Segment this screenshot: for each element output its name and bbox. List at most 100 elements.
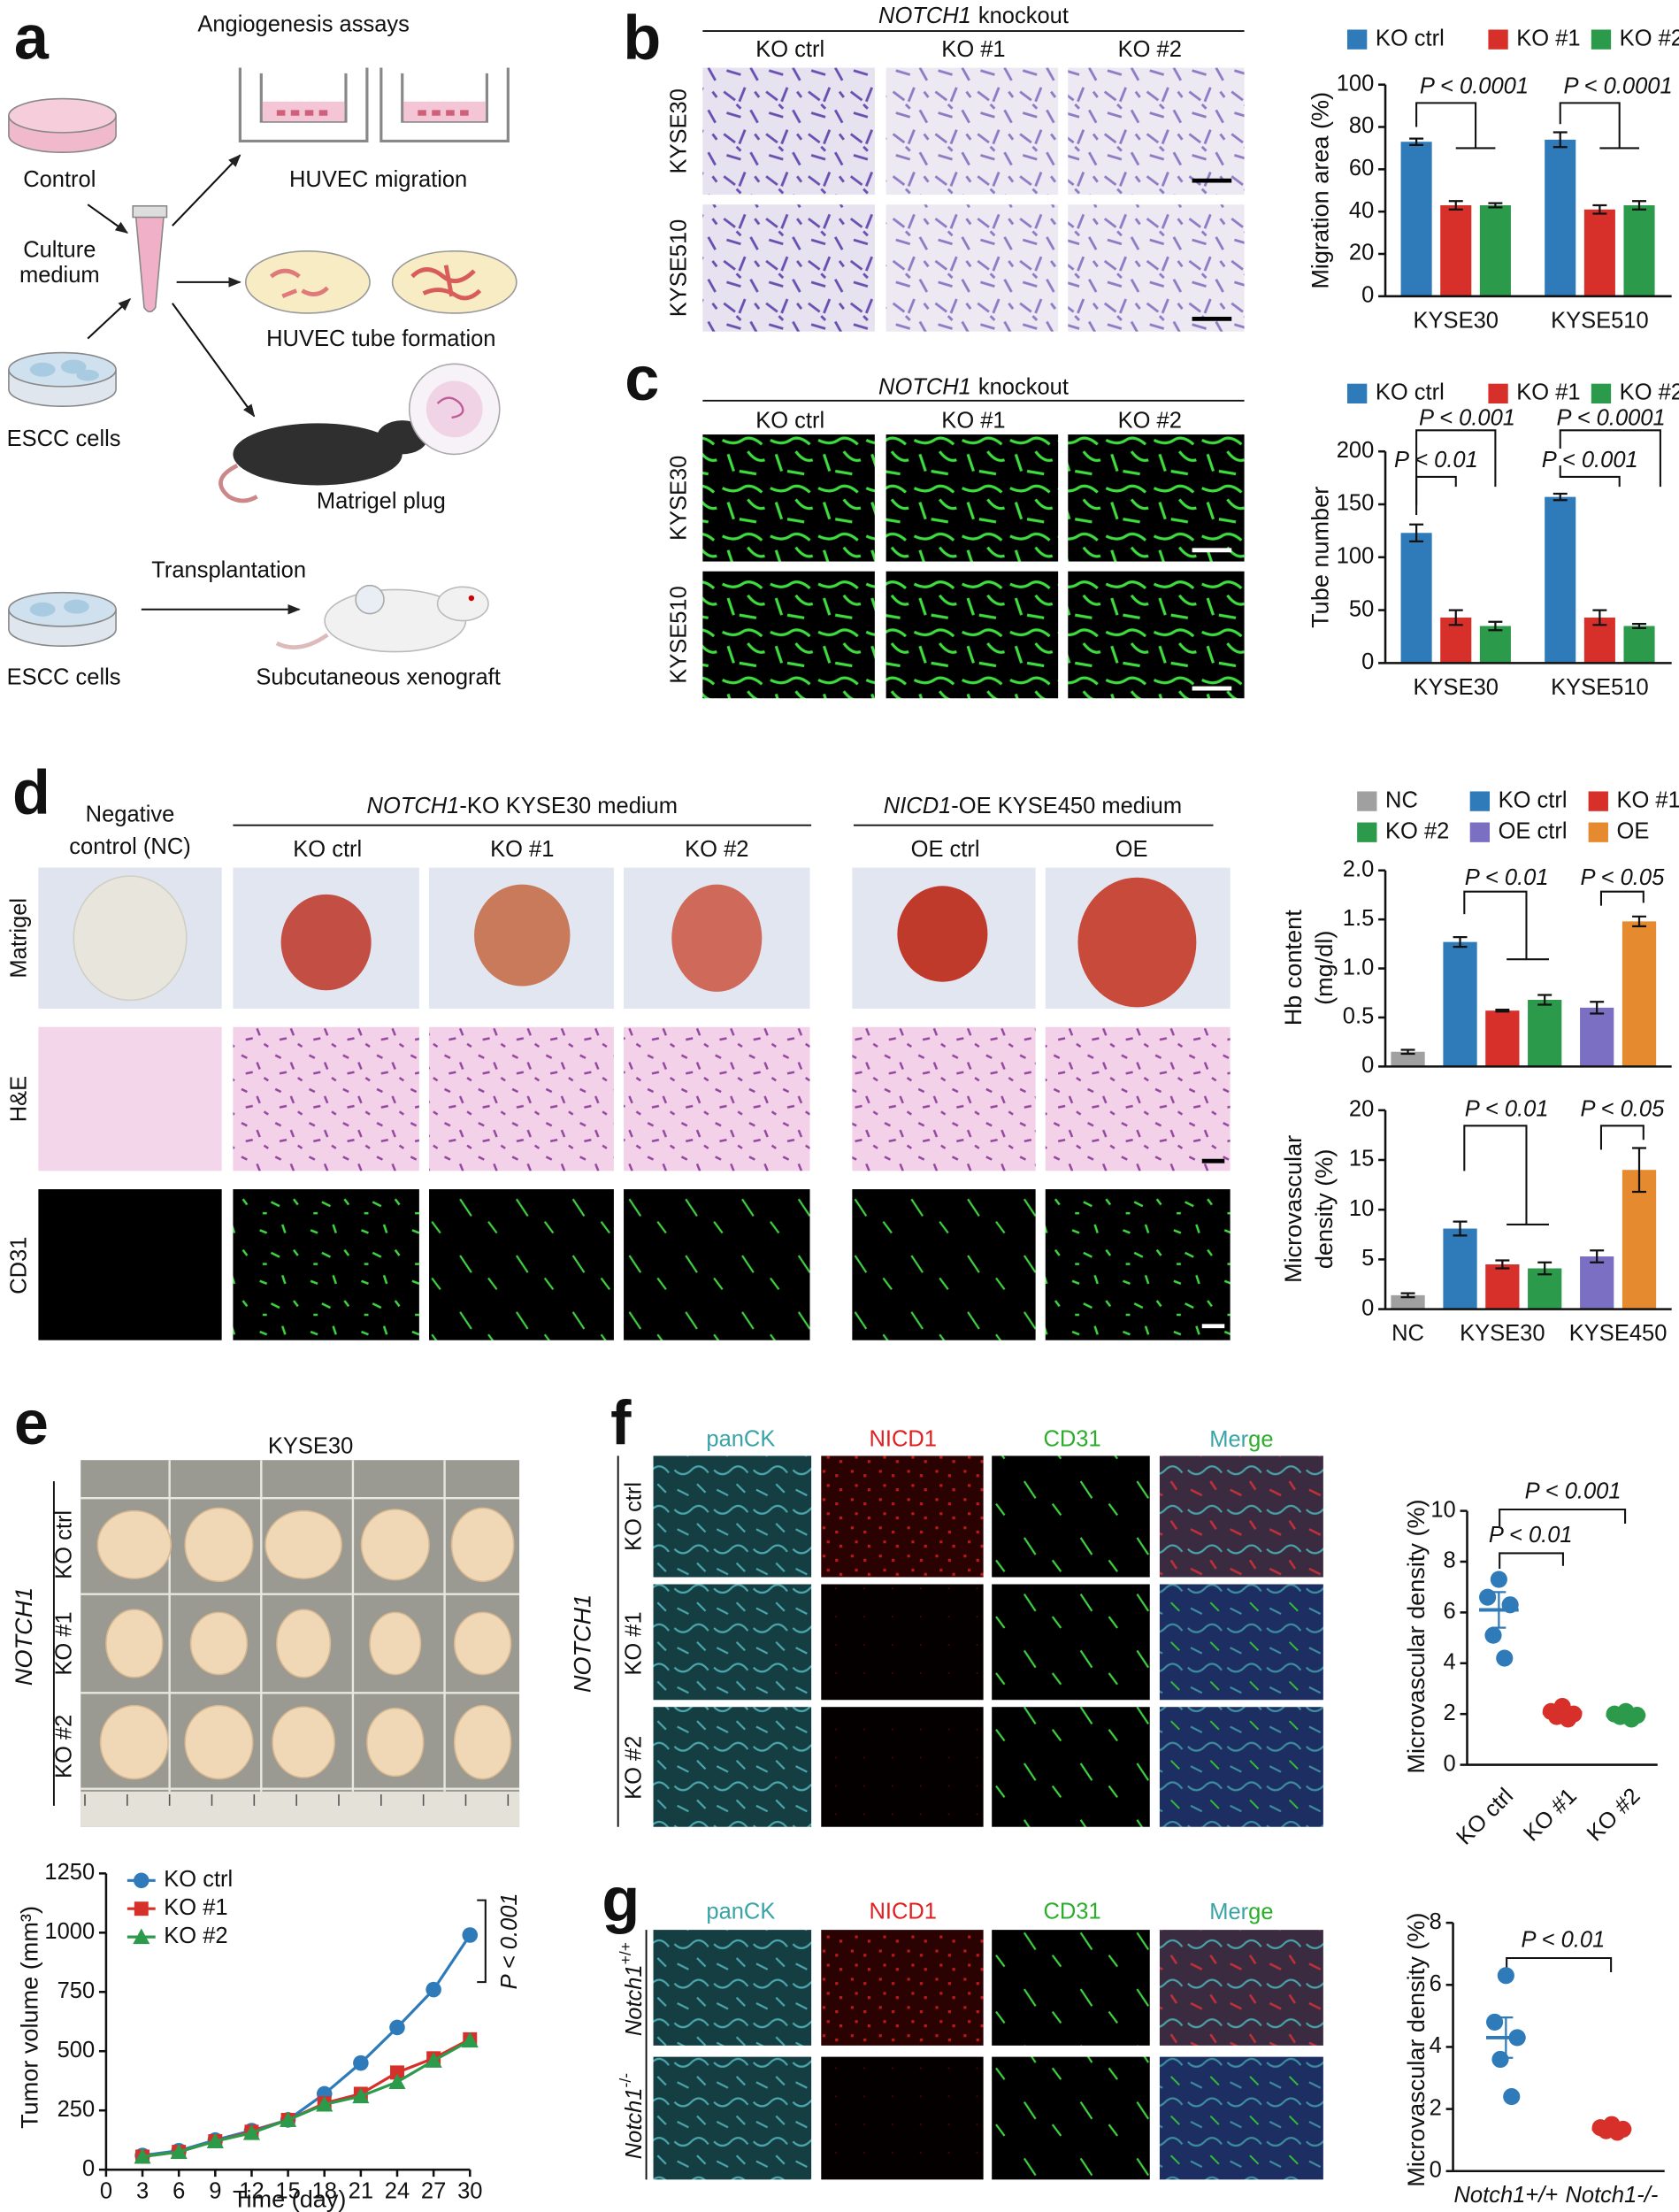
legend-swatch	[1588, 822, 1608, 842]
y-tick-label: 5	[1361, 1246, 1374, 1271]
error-bar	[1448, 200, 1463, 211]
shape	[366, 1708, 425, 1778]
shape	[355, 584, 385, 615]
x-tick-label: 15	[275, 2178, 300, 2203]
y-tick-label: 750	[58, 1978, 96, 2003]
annotation: P < 0.01	[1489, 1523, 1573, 1548]
x-tick-label: KYSE30	[1460, 1321, 1545, 1346]
label-part: NICD1	[884, 794, 952, 818]
y-tick-label: 200	[1337, 438, 1375, 463]
label: Negative	[86, 802, 175, 826]
x-tick-label: 3	[136, 2178, 149, 2203]
label-part: NOTCH1	[878, 4, 971, 28]
rules	[52, 30, 1245, 2180]
legend-label: KO ctrl	[164, 1867, 233, 1892]
shape	[76, 369, 99, 381]
shape	[29, 362, 56, 377]
bar	[1622, 1170, 1657, 1310]
shape	[269, 268, 329, 299]
y-tick-label: 150	[1337, 491, 1375, 516]
error-bar	[1453, 935, 1468, 949]
x-tick-label: 9	[209, 2178, 221, 2203]
shape	[436, 396, 464, 419]
shape	[233, 1026, 419, 1171]
point	[1491, 2050, 1509, 2069]
shape	[60, 359, 87, 374]
shape	[1415, 102, 1496, 150]
annotation: P < 0.01	[1465, 1097, 1549, 1122]
shape	[172, 154, 242, 227]
legend-swatch	[1469, 791, 1491, 811]
bar	[1528, 1000, 1562, 1067]
annotation: P < 0.05	[1581, 1097, 1666, 1122]
y-tick-label: 2	[1444, 1701, 1456, 1725]
error-bar	[1632, 623, 1646, 630]
shape	[29, 602, 56, 617]
shape	[87, 298, 132, 340]
row-label: KO #1	[622, 1611, 647, 1675]
legend-label: NC	[1385, 787, 1418, 812]
panel-letter: e	[14, 1387, 49, 1457]
x-tick-label: KYSE510	[1551, 675, 1649, 700]
error-bar	[1632, 915, 1646, 928]
shape	[653, 1584, 812, 1701]
bar	[1485, 1264, 1520, 1310]
point	[1503, 2088, 1521, 2106]
column-label: OE	[1116, 837, 1148, 862]
shape	[886, 571, 1059, 699]
series-line	[142, 2038, 472, 2159]
series-line	[142, 1934, 472, 2157]
legend-label: KO #1	[1617, 787, 1679, 812]
annotation: P < 0.001	[497, 1893, 522, 1989]
shape	[992, 1707, 1150, 1827]
header: NOTCH1 knockout	[878, 4, 1069, 28]
shape	[233, 423, 402, 486]
label-part: knockout	[978, 4, 1069, 28]
shape	[275, 633, 329, 650]
shape	[1506, 1956, 1613, 1972]
legend-swatch	[1488, 29, 1508, 50]
column-label: OE ctrl	[911, 837, 980, 862]
point	[425, 2052, 442, 2068]
bar	[1443, 1228, 1477, 1310]
shape	[134, 213, 165, 313]
point	[1484, 1626, 1502, 1644]
y-tick-label: 0	[82, 2156, 95, 2181]
shape	[653, 1455, 812, 1578]
panel-letter: c	[625, 343, 659, 413]
label-part: NOTCH1	[367, 794, 460, 818]
point	[134, 2147, 151, 2164]
label-part: ge	[1248, 1900, 1273, 1924]
diagram-a	[8, 67, 518, 653]
label: ESCC cells	[7, 665, 121, 690]
y-tick-label: 15	[1349, 1147, 1374, 1171]
x-tick-label: 27	[421, 2178, 446, 2203]
column-label: KO #1	[941, 408, 1005, 433]
y-axis-label: density (%)	[1310, 1149, 1338, 1270]
x-tick-label: KYSE30	[1414, 308, 1499, 333]
legend-label: KO #2	[1385, 818, 1449, 843]
y-tick-label: 4	[1430, 2033, 1442, 2058]
label-part: Mer	[1209, 1900, 1248, 1924]
label: KYSE30	[268, 1434, 353, 1459]
legend-label: KO ctrl	[1376, 380, 1445, 405]
column-label: KO ctrl	[293, 837, 362, 862]
chart: 0 5 10 15 20 Microvascular density (%) P < 0.01…	[1279, 1097, 1672, 1346]
point	[461, 2032, 479, 2048]
row-label: KO #1	[51, 1611, 76, 1675]
column-label: NICD1	[869, 1427, 937, 1452]
y-axis-label: Microvascular	[1279, 1135, 1307, 1283]
shape	[233, 1189, 419, 1340]
row-label: KYSE510	[667, 219, 692, 318]
shape	[52, 1455, 648, 2180]
shape	[453, 1704, 512, 1780]
column-label: KO #1	[941, 37, 1005, 62]
shape	[172, 303, 256, 418]
legend-label: OE ctrl	[1499, 818, 1568, 843]
column-label: KO #1	[490, 837, 554, 862]
bar	[1443, 941, 1477, 1067]
shape	[1159, 2056, 1323, 2180]
bar	[1545, 496, 1576, 664]
x-tick-label: Notch1-/-	[1565, 2183, 1658, 2208]
